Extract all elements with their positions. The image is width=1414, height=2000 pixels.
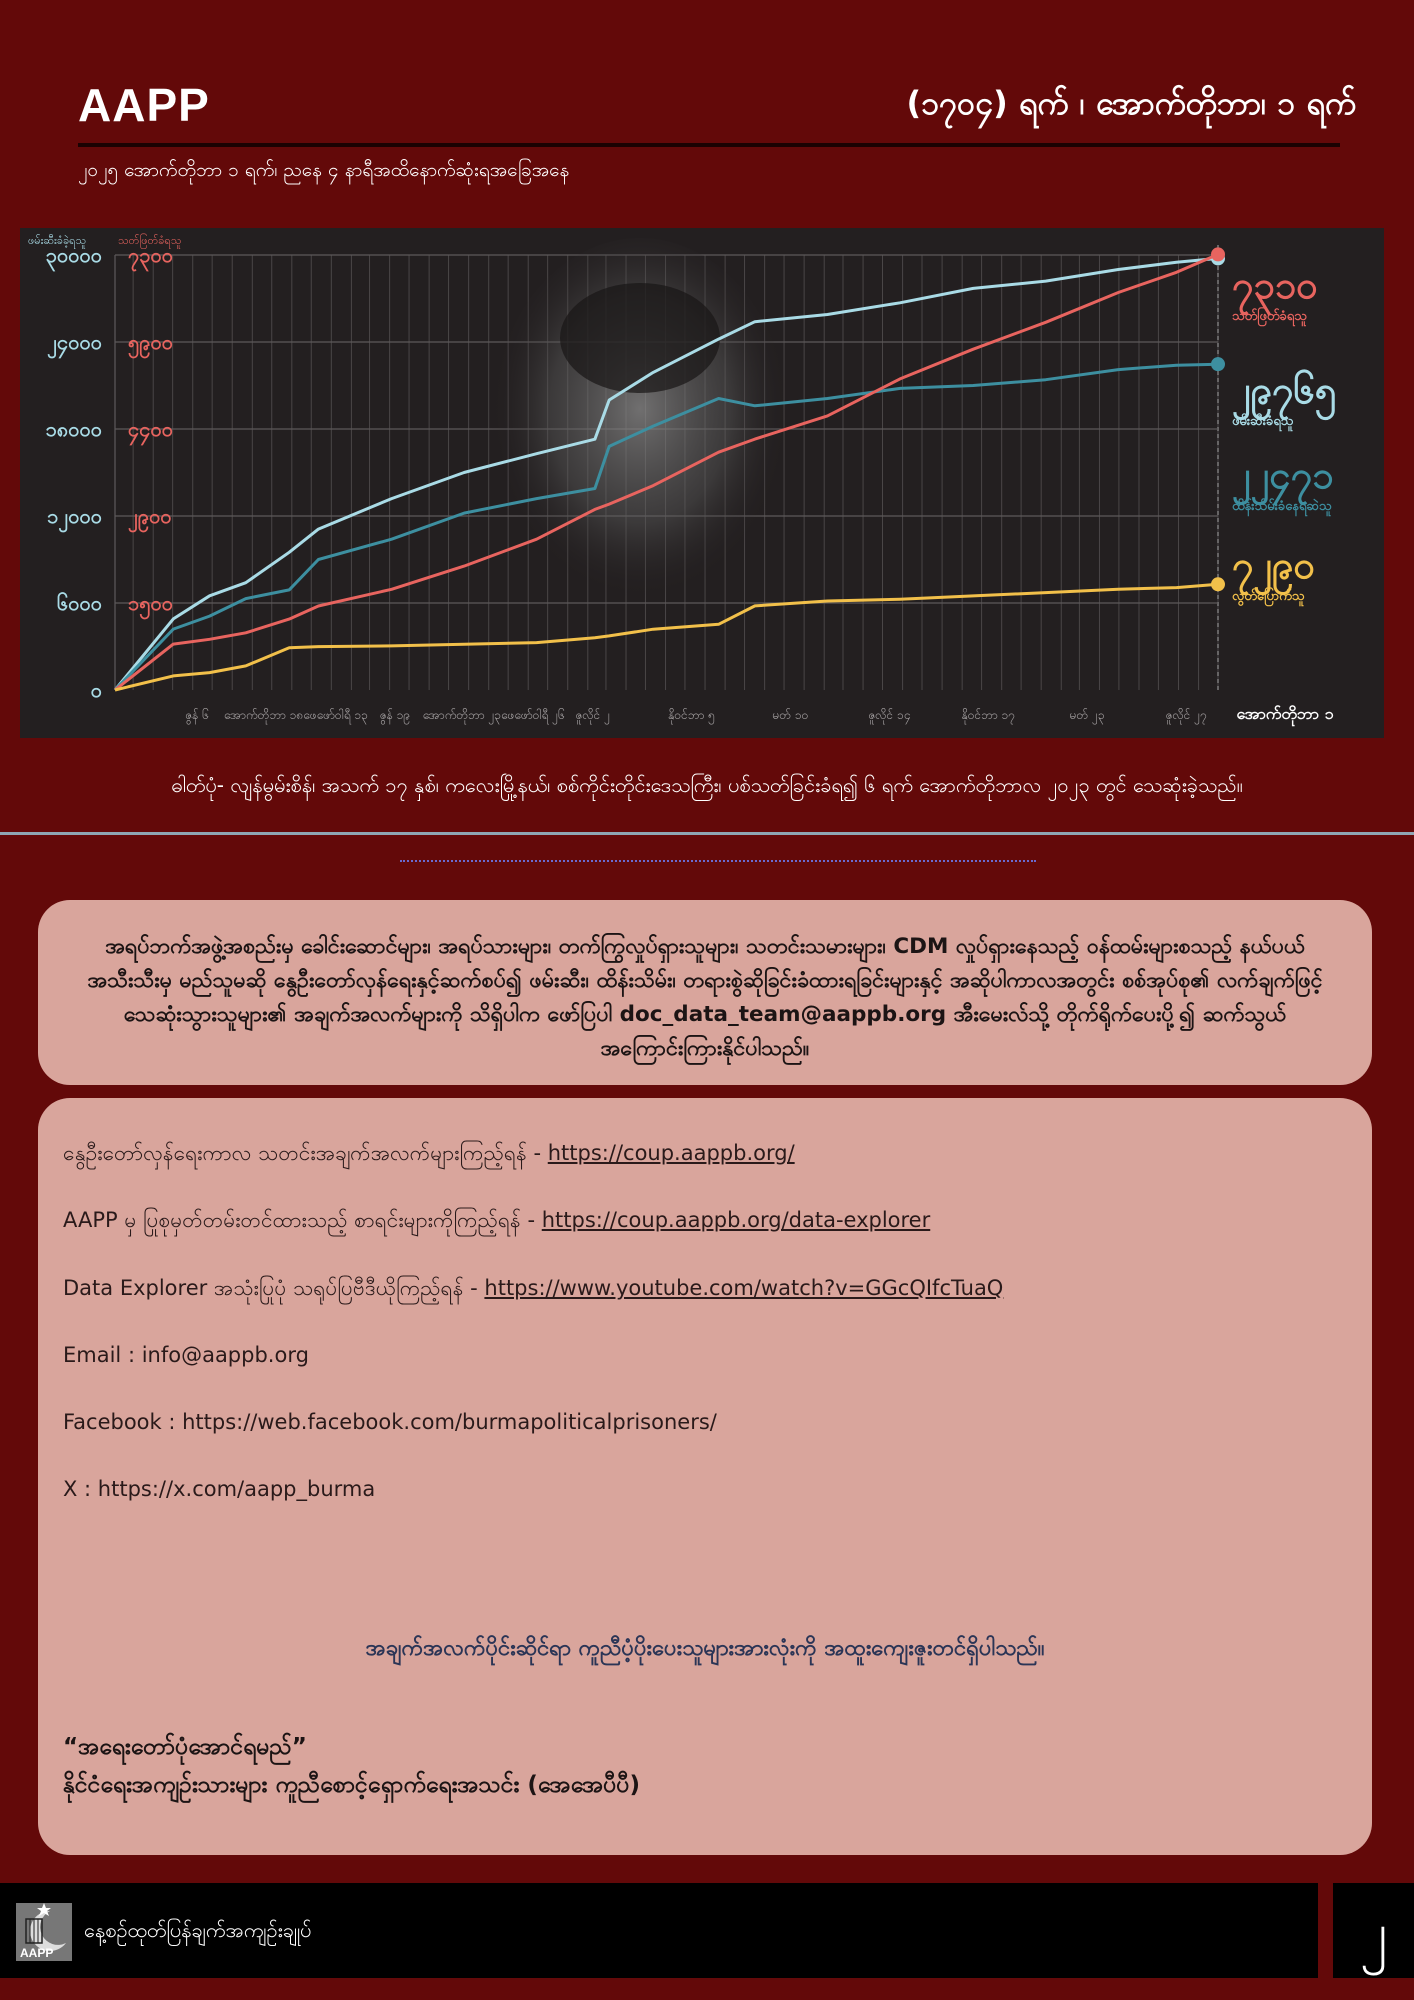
left-tick-label: ၁၈၀၀၀: [46, 417, 102, 441]
link-label: AAPP မှ ပြုစုမှတ်တမ်းတင်ထားသည့် စာရင်းမျ…: [63, 1208, 542, 1232]
series-line: [114, 253, 1219, 692]
left-tick-label: ၁၂၀၀၀: [47, 504, 102, 533]
series-end-dot: [1211, 247, 1225, 262]
right-tick-label: ၄၄၀၀: [128, 417, 173, 446]
page-number-box: ၂: [1333, 1883, 1414, 1978]
legend-label: ဖမ်းဆီးခံရသူ: [1232, 412, 1294, 432]
right-tick-label: ၅၉၀၀: [128, 330, 173, 359]
link-line-news: နွေဦးတော်လှန်ရေးကာလ သတင်းအချက်အလက်များကြ…: [63, 1140, 795, 1171]
left-tick-label: ၆၀၀၀: [57, 591, 102, 615]
page-subtitle: ၂၀၂၅ အောက်တိုဘာ ၁ ရက်၊ ညနေ ၄ နာရီအထိနောက…: [78, 159, 570, 181]
x-tick-label: အောက်တိုဘာ ၂၃ဖေဖော်ဝါရီ ၂၆: [423, 707, 565, 725]
series-end-dot: [1211, 357, 1225, 372]
signature-block: “အရေးတော်ပုံအောင်ရမည်” နိုင်ငံရေးအကျဉ်းသ…: [63, 1728, 640, 1804]
x-tick-label: အောက်တိုဘာ ၁၈ဖေဖော်ဝါရီ ၁၃: [224, 707, 368, 725]
footer-bar: AAPP နေ့စဉ်ထုတ်ပြန်ချက်အကျဉ်းချုပ်: [0, 1883, 1318, 1978]
youtube-link[interactable]: https://www.youtube.com/watch?v=GGcQIfcT…: [484, 1276, 1004, 1300]
contact-email: Email : info@aappb.org: [63, 1343, 309, 1367]
series-line: [114, 582, 1219, 692]
org-name: နိုင်ငံရေးအကျဉ်းသားများ ကူညီစောင့်ရှောက်…: [63, 1772, 641, 1798]
legend-label: သတ်ဖြတ်ခံရသူ: [1232, 306, 1307, 327]
slogan: “အရေးတော်ပုံအောင်ရမည်”: [63, 1734, 307, 1760]
right-tick-label: ၇၃၀၀: [128, 243, 173, 272]
x-tick-label: မတ် ၂၃: [1070, 707, 1105, 725]
contact-x: X : https://x.com/aapp_burma: [63, 1477, 376, 1501]
right-axis-title: သတ်ဖြတ်ခံရသူ: [118, 233, 182, 249]
info-box: နွေဦးတော်လှန်ရေးကာလ သတင်းအချက်အလက်များကြ…: [38, 1098, 1372, 1855]
left-axis-title: ဖမ်းဆီးခံခဲ့ရသူ: [28, 234, 86, 249]
logo-text: AAPP: [20, 1946, 54, 1960]
thanks-text: အချက်အလက်ပိုင်းဆိုင်ရာ ကူညီပံ့ပိုးပေးသူမ…: [365, 1636, 1045, 1661]
x-tick-label: အောက်တိုဘာ ၁: [1236, 704, 1333, 727]
x-tick-label: ဇွန် ၁၉: [379, 707, 410, 725]
link-label: နွေဦးတော်လှန်ရေးကာလ သတင်းအချက်အလက်များကြ…: [63, 1141, 548, 1165]
link-label: Data Explorer အသုံးပြုပုံ သရုပ်ပြဗီဒီယို…: [63, 1276, 485, 1300]
section-divider: [0, 832, 1414, 835]
series-line: [113, 362, 1219, 692]
page-title: (၁၇၀၄) ရက် ၊ အောက်တိုဘာ၊ ၁ ရက်: [906, 84, 1356, 122]
left-tick-label: ၃၀၀၀၀: [46, 243, 102, 272]
right-tick-label: ၂၉၀၀: [128, 504, 172, 533]
coup-site-link[interactable]: https://coup.aappb.org/: [547, 1141, 795, 1165]
notice-text: အရပ်ဘက်အဖွဲ့အစည်းမှ ခေါင်းဆောင်များ၊ အရပ…: [87, 934, 1323, 1061]
header-divider: [78, 143, 1340, 147]
x-tick-label: ဇွန် ၆: [185, 707, 209, 725]
x-tick-label: နိုဝင်ဘာ ၅: [668, 707, 715, 725]
right-tick-label: ၁၅၀၀: [128, 591, 173, 620]
contact-facebook: Facebook : https://web.facebook.com/burm…: [63, 1410, 717, 1434]
x-tick-label: နိုဝင်ဘာ ၁၇: [962, 707, 1015, 725]
aapp-logo: AAPP: [16, 1903, 72, 1961]
portrait-hair: [560, 283, 720, 393]
page-number: ၂: [1359, 1900, 1388, 1963]
logo-emblem-icon: [25, 1903, 66, 1951]
dotted-divider: [400, 860, 1036, 862]
x-tick-label: ဇူလိုင် ၁၄: [868, 707, 910, 725]
chart-panel: ၀ ၆၀၀၀ ၁၂၀၀၀ ၁၈၀၀၀ ၂၄၀၀၀ ၃၀၀၀၀၁၅၀၀ ၂၉၀၀ ၄၄၀၀ ၅၉၀…: [20, 228, 1384, 738]
series-line: [113, 256, 1219, 691]
series-end-dot: [1211, 577, 1225, 592]
x-tick-label: မတ် ၁၀: [773, 707, 809, 722]
data-explorer-link[interactable]: https://coup.aappb.org/data-explorer: [541, 1208, 931, 1232]
left-tick-label: ၀: [91, 678, 102, 702]
brand-title: AAPP: [78, 79, 210, 131]
legend-label: လွတ်ပြောက်သူ: [1232, 586, 1305, 607]
link-line-video: Data Explorer အသုံးပြုပုံ သရုပ်ပြဗီဒီယို…: [63, 1275, 1003, 1306]
left-tick-label: ၂၄၀၀၀: [47, 330, 102, 359]
legend-label: ထိန်းသိမ်းခံနေရဆဲသူ: [1232, 497, 1332, 517]
x-tick-label: ဇူလိုင် ၂၇: [1165, 707, 1207, 725]
notice-box: အရပ်ဘက်အဖွဲ့အစည်းမှ ခေါင်းဆောင်များ၊ အရပ…: [38, 900, 1372, 1085]
x-tick-label: ဇူလိုင် ၂: [575, 707, 610, 725]
photo-caption: ဓါတ်ပုံ- လျန်မွမ်းစိန်၊ အသက် ၁၇ နှစ်၊ ကလ…: [171, 773, 1243, 797]
footer-title: နေ့စဉ်ထုတ်ပြန်ချက်အကျဉ်းချုပ်: [84, 1918, 312, 1942]
link-line-data: AAPP မှ ပြုစုမှတ်တမ်းတင်ထားသည့် စာရင်းမျ…: [63, 1207, 930, 1238]
